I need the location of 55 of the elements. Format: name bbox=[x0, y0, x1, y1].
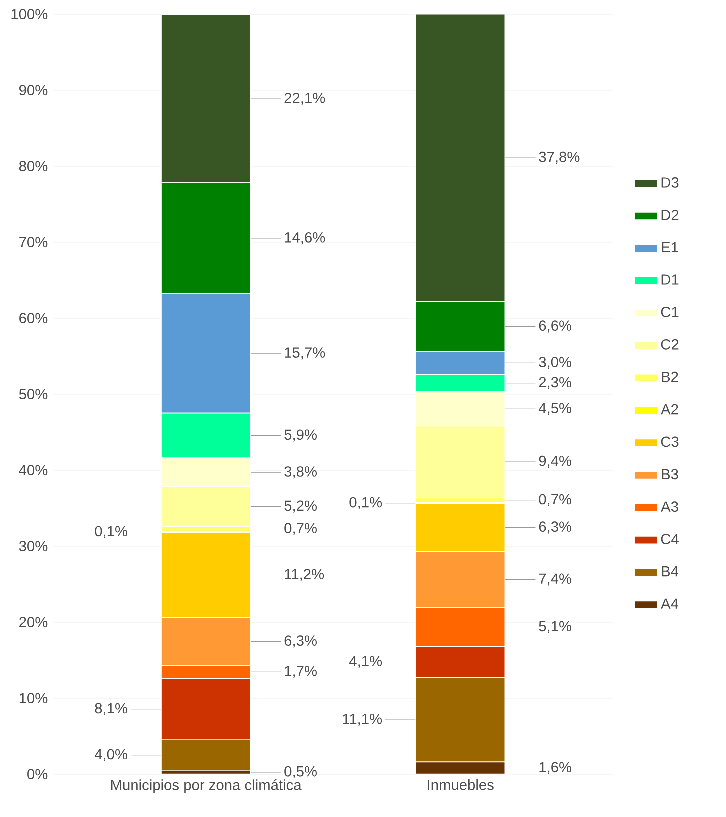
y-tick-label: 100% bbox=[12, 9, 48, 20]
data-label: 4,5% bbox=[538, 403, 572, 416]
data-label: 11,1% bbox=[343, 714, 382, 726]
legend-label: D2 bbox=[662, 210, 679, 220]
y-tick-label: 20% bbox=[20, 617, 48, 628]
y-tick-label: 90% bbox=[20, 85, 48, 96]
legend-label: B4 bbox=[662, 566, 679, 577]
x-tick-label: Inmuebles bbox=[428, 779, 494, 790]
data-label: 0,1% bbox=[350, 497, 382, 510]
data-label: 37,8% bbox=[539, 152, 580, 164]
data-label: 14,6% bbox=[285, 232, 326, 245]
data-label: 22,1% bbox=[284, 93, 326, 106]
data-label: 1,6% bbox=[540, 762, 572, 774]
legend-label: D1 bbox=[662, 274, 679, 285]
y-tick-label: 80% bbox=[19, 161, 48, 172]
data-label: 6,6% bbox=[539, 320, 572, 333]
y-tick-label: 30% bbox=[19, 541, 48, 552]
legend-label: A2 bbox=[661, 404, 678, 415]
legend-label: D3 bbox=[662, 178, 679, 188]
legend-label: C1 bbox=[661, 307, 679, 318]
legend-label: C3 bbox=[661, 436, 679, 448]
data-label: 3,0% bbox=[539, 357, 572, 370]
data-label: 0,1% bbox=[95, 526, 128, 538]
legend-label: B2 bbox=[662, 372, 678, 382]
y-tick-label: 0% bbox=[28, 769, 48, 780]
y-tick-label: 60% bbox=[20, 313, 48, 324]
data-label: 0,7% bbox=[284, 523, 317, 536]
y-tick-label: 50% bbox=[19, 389, 48, 400]
legend-label: A3 bbox=[661, 502, 678, 512]
data-label: 9,4% bbox=[539, 456, 572, 468]
data-label: 6,3% bbox=[284, 636, 317, 648]
legend-label: C2 bbox=[661, 339, 679, 350]
data-label: 15,7% bbox=[285, 348, 326, 360]
y-tick-label: 70% bbox=[20, 237, 48, 248]
legend-label: E1 bbox=[662, 242, 678, 253]
data-label: 5,9% bbox=[284, 430, 317, 442]
x-tick-label: Municipios por zona climática bbox=[111, 779, 302, 794]
data-label: 4,0% bbox=[94, 749, 128, 762]
data-label: 2,3% bbox=[539, 377, 572, 390]
data-label: 6,3% bbox=[539, 522, 572, 534]
data-label: 0,7% bbox=[539, 494, 572, 506]
data-label: 8,1% bbox=[95, 703, 128, 716]
legend-label: A4 bbox=[661, 598, 679, 609]
legend-label: C4 bbox=[661, 534, 679, 544]
y-tick-label: 40% bbox=[19, 465, 48, 476]
data-label: 0,5% bbox=[284, 766, 317, 778]
data-label: 1,7% bbox=[285, 666, 317, 678]
data-label: 5,2% bbox=[284, 500, 317, 513]
data-label: 4,1% bbox=[349, 656, 382, 668]
data-label: 3,8% bbox=[284, 466, 317, 479]
data-label: 11,2% bbox=[285, 569, 324, 582]
data-label: 5,1% bbox=[539, 621, 572, 634]
data-label: 7,4% bbox=[539, 574, 572, 586]
legend-label: B3 bbox=[662, 469, 678, 480]
y-tick-label: 10% bbox=[20, 693, 48, 704]
